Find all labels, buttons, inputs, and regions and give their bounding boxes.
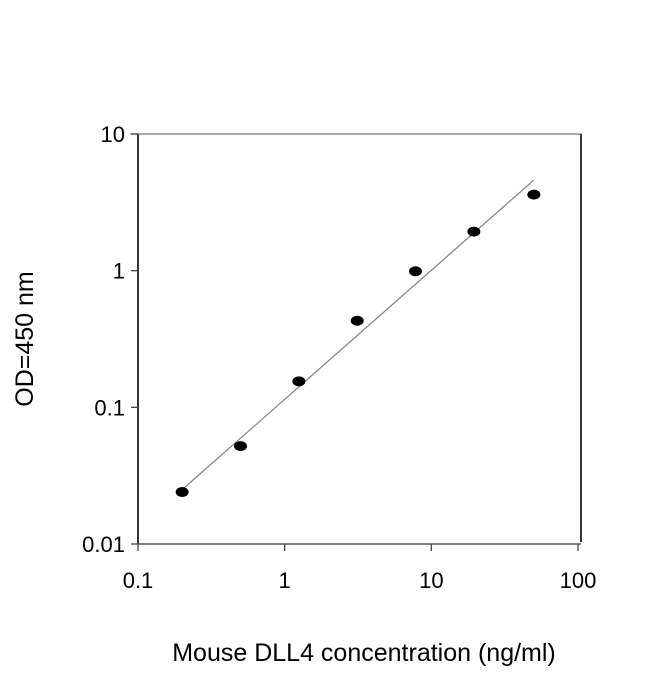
data-point — [527, 189, 541, 200]
data-point — [292, 376, 306, 387]
data-point — [175, 487, 189, 498]
y-tick-label: 1 — [113, 259, 125, 284]
y-tick-label: 0.1 — [94, 395, 125, 420]
plot-frame — [130, 133, 582, 545]
x-tick-label: 100 — [560, 568, 597, 593]
data-point — [350, 315, 364, 326]
x-tick-label: 1 — [279, 568, 291, 593]
data-point — [467, 226, 481, 237]
regression-line — [181, 179, 535, 491]
y-tick-label: 0.01 — [82, 532, 125, 557]
data-points — [175, 189, 541, 498]
fit-line — [181, 179, 535, 491]
data-point — [409, 266, 423, 277]
x-axis-title: Mouse DLL4 concentration (ng/ml) — [172, 639, 556, 667]
x-tick-label: 0.1 — [123, 568, 154, 593]
x-tick-label: 10 — [419, 568, 443, 593]
y-tick-label: 10 — [101, 122, 125, 147]
y-axis-title: OD=450 nm — [11, 271, 39, 407]
axis-tick-labels: 0.01 0.1 1 10 0.1 1 10 100 — [82, 122, 596, 593]
axis-ticks — [131, 133, 579, 551]
data-point — [234, 441, 248, 452]
